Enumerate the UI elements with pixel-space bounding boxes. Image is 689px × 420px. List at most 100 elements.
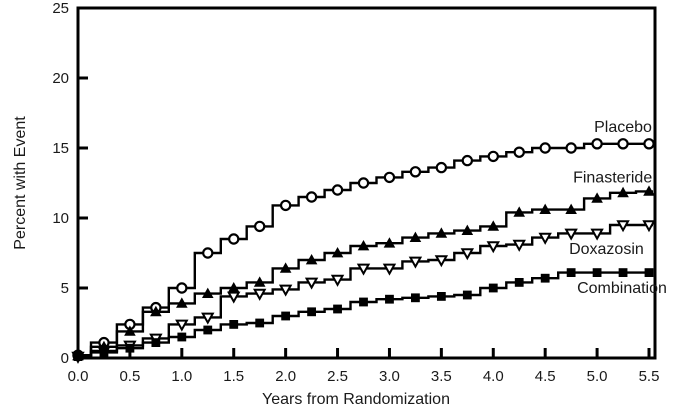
placebo-marker-open-circle-icon bbox=[591, 138, 603, 150]
finasteride-marker-filled-triangle-up-icon bbox=[253, 276, 266, 287]
doxazosin-marker-open-triangle-down-icon bbox=[512, 239, 526, 252]
doxazosin-marker-open-triangle-down-icon bbox=[278, 284, 293, 297]
combination-marker-filled-square-icon bbox=[644, 268, 654, 277]
doxazosin-marker-open-triangle-down-icon bbox=[227, 291, 241, 304]
x-tick-label: 4.5 bbox=[535, 368, 556, 385]
combination-series-label: Combination bbox=[577, 280, 667, 297]
y-axis-title: Percent with Event bbox=[12, 116, 29, 250]
x-tick-label: 1.5 bbox=[223, 368, 244, 385]
combination-marker-filled-square-icon bbox=[177, 332, 187, 342]
combination-curve bbox=[78, 271, 653, 358]
finasteride-marker-filled-triangle-up-icon bbox=[513, 206, 526, 217]
combination-marker-filled-square-icon bbox=[151, 338, 161, 347]
y-tick-label: 25 bbox=[52, 0, 69, 17]
combination-marker-filled-square-icon bbox=[333, 304, 342, 314]
finasteride-marker-filled-triangle-up-icon bbox=[227, 282, 240, 293]
axes-box bbox=[76, 6, 657, 360]
placebo-marker-open-circle-icon bbox=[383, 171, 396, 184]
doxazosin-marker-open-triangle-down-icon bbox=[408, 256, 423, 269]
x-tick-label: 3.0 bbox=[379, 368, 400, 385]
combination-marker-filled-square-icon bbox=[125, 343, 135, 353]
doxazosin-series-label: Doxazosin bbox=[569, 241, 644, 258]
finasteride-marker-filled-triangle-up-icon bbox=[487, 220, 500, 231]
combination-marker-filled-square-icon bbox=[281, 311, 291, 321]
finasteride-marker-filled-triangle-up-icon bbox=[150, 305, 162, 317]
placebo-marker-open-circle-icon bbox=[643, 138, 655, 150]
combination-marker-filled-square-icon bbox=[462, 290, 472, 300]
placebo-marker-open-circle-icon bbox=[539, 142, 551, 154]
finasteride-marker-filled-triangle-up-icon bbox=[357, 240, 370, 251]
finasteride-marker-filled-triangle-up-icon bbox=[124, 325, 136, 336]
finasteride-marker-filled-triangle-up-icon bbox=[383, 237, 396, 248]
doxazosin-marker-open-triangle-down-icon bbox=[642, 220, 656, 233]
finasteride-marker-filled-triangle-up-icon bbox=[331, 247, 344, 258]
combination-marker-filled-square-icon bbox=[514, 278, 524, 287]
placebo-marker-open-circle-icon bbox=[176, 282, 188, 294]
finasteride-marker-filled-triangle-up-icon bbox=[565, 203, 577, 214]
finasteride-marker-filled-triangle-up-icon bbox=[201, 287, 214, 298]
doxazosin-marker-open-triangle-down-icon bbox=[356, 263, 371, 276]
doxazosin-marker-open-triangle-down-icon bbox=[382, 263, 397, 276]
placebo-series-label: Placebo bbox=[594, 119, 652, 136]
placebo-marker-open-circle-icon bbox=[617, 138, 629, 150]
combination-marker-filled-square-icon bbox=[255, 318, 265, 328]
y-tick-label: 0 bbox=[61, 350, 69, 367]
y-tick-label: 5 bbox=[61, 280, 69, 297]
doxazosin-marker-open-triangle-down-icon bbox=[201, 312, 215, 325]
finasteride-marker-filled-triangle-up-icon bbox=[279, 262, 292, 273]
combination-marker-filled-square-icon bbox=[203, 325, 213, 335]
finasteride-marker-filled-triangle-up-icon bbox=[643, 185, 655, 196]
y-tick-label: 10 bbox=[52, 210, 69, 227]
finasteride-marker-filled-triangle-up-icon bbox=[409, 231, 422, 242]
placebo-marker-open-circle-icon bbox=[202, 247, 214, 259]
finasteride-series-label: Finasteride bbox=[573, 169, 652, 186]
doxazosin-marker-open-triangle-down-icon bbox=[460, 248, 475, 261]
finasteride-marker-filled-triangle-up-icon bbox=[617, 186, 629, 198]
x-tick-label: 3.5 bbox=[431, 368, 452, 385]
combination-marker-filled-square-icon bbox=[359, 297, 368, 307]
finasteride-marker-filled-triangle-up-icon bbox=[461, 224, 474, 235]
x-tick-label: 2.0 bbox=[275, 368, 296, 385]
combination-marker-filled-square-icon bbox=[436, 292, 446, 301]
combination-marker-filled-square-icon bbox=[229, 320, 239, 329]
combination-marker-filled-square-icon bbox=[488, 283, 498, 293]
placebo-marker-open-circle-icon bbox=[228, 233, 240, 245]
x-tick-label: 0.5 bbox=[119, 368, 140, 385]
placebo-marker-open-circle-icon bbox=[357, 177, 370, 189]
finasteride-curve bbox=[78, 190, 653, 358]
combination-marker-filled-square-icon bbox=[566, 268, 576, 277]
y-tick-label: 20 bbox=[52, 70, 69, 87]
finasteride-marker-filled-triangle-up-icon bbox=[176, 297, 188, 308]
placebo-marker-open-circle-icon bbox=[331, 184, 344, 196]
combination-marker-filled-square-icon bbox=[307, 307, 316, 317]
placebo-marker-open-circle-icon bbox=[279, 199, 292, 212]
chart-plot-area: 0.0 0.5 1.0 1.5 2.0 2.5 3.0 3.5 4.0 4.5 5.0 5.5 0 5 10… bbox=[52, 0, 667, 385]
x-tick-label: 5.5 bbox=[639, 368, 660, 385]
combination-marker-filled-square-icon bbox=[540, 273, 550, 283]
placebo-marker-open-circle-icon bbox=[461, 154, 474, 167]
placebo-marker-open-circle-icon bbox=[513, 146, 525, 158]
placebo-marker-open-circle-icon bbox=[305, 191, 318, 203]
placebo-marker-open-circle-icon bbox=[409, 166, 422, 178]
doxazosin-marker-open-triangle-down-icon bbox=[252, 288, 267, 301]
combination-marker-filled-square-icon bbox=[73, 352, 83, 361]
y-tick-label: 15 bbox=[52, 140, 69, 157]
combination-marker-filled-square-icon bbox=[385, 294, 394, 304]
doxazosin-marker-open-triangle-down-icon bbox=[564, 228, 578, 241]
x-tick-label: 1.0 bbox=[171, 368, 192, 385]
finasteride-marker-filled-triangle-up-icon bbox=[539, 203, 551, 214]
doxazosin-marker-open-triangle-down-icon bbox=[486, 241, 500, 254]
x-axis-title: Years from Randomization bbox=[262, 391, 450, 408]
combination-marker-filled-square-icon bbox=[411, 293, 420, 303]
combination-marker-filled-square-icon bbox=[592, 268, 602, 277]
doxazosin-marker-open-triangle-down-icon bbox=[434, 255, 449, 268]
x-tick-label: 4.0 bbox=[483, 368, 504, 385]
placebo-marker-open-circle-icon bbox=[565, 142, 577, 154]
x-tick-label: 5.0 bbox=[587, 368, 608, 385]
placebo-marker-open-circle-icon bbox=[487, 150, 499, 163]
combination-marker-filled-square-icon bbox=[618, 268, 628, 277]
doxazosin-marker-open-triangle-down-icon bbox=[616, 220, 630, 233]
combination-marker-filled-square-icon bbox=[99, 348, 109, 357]
